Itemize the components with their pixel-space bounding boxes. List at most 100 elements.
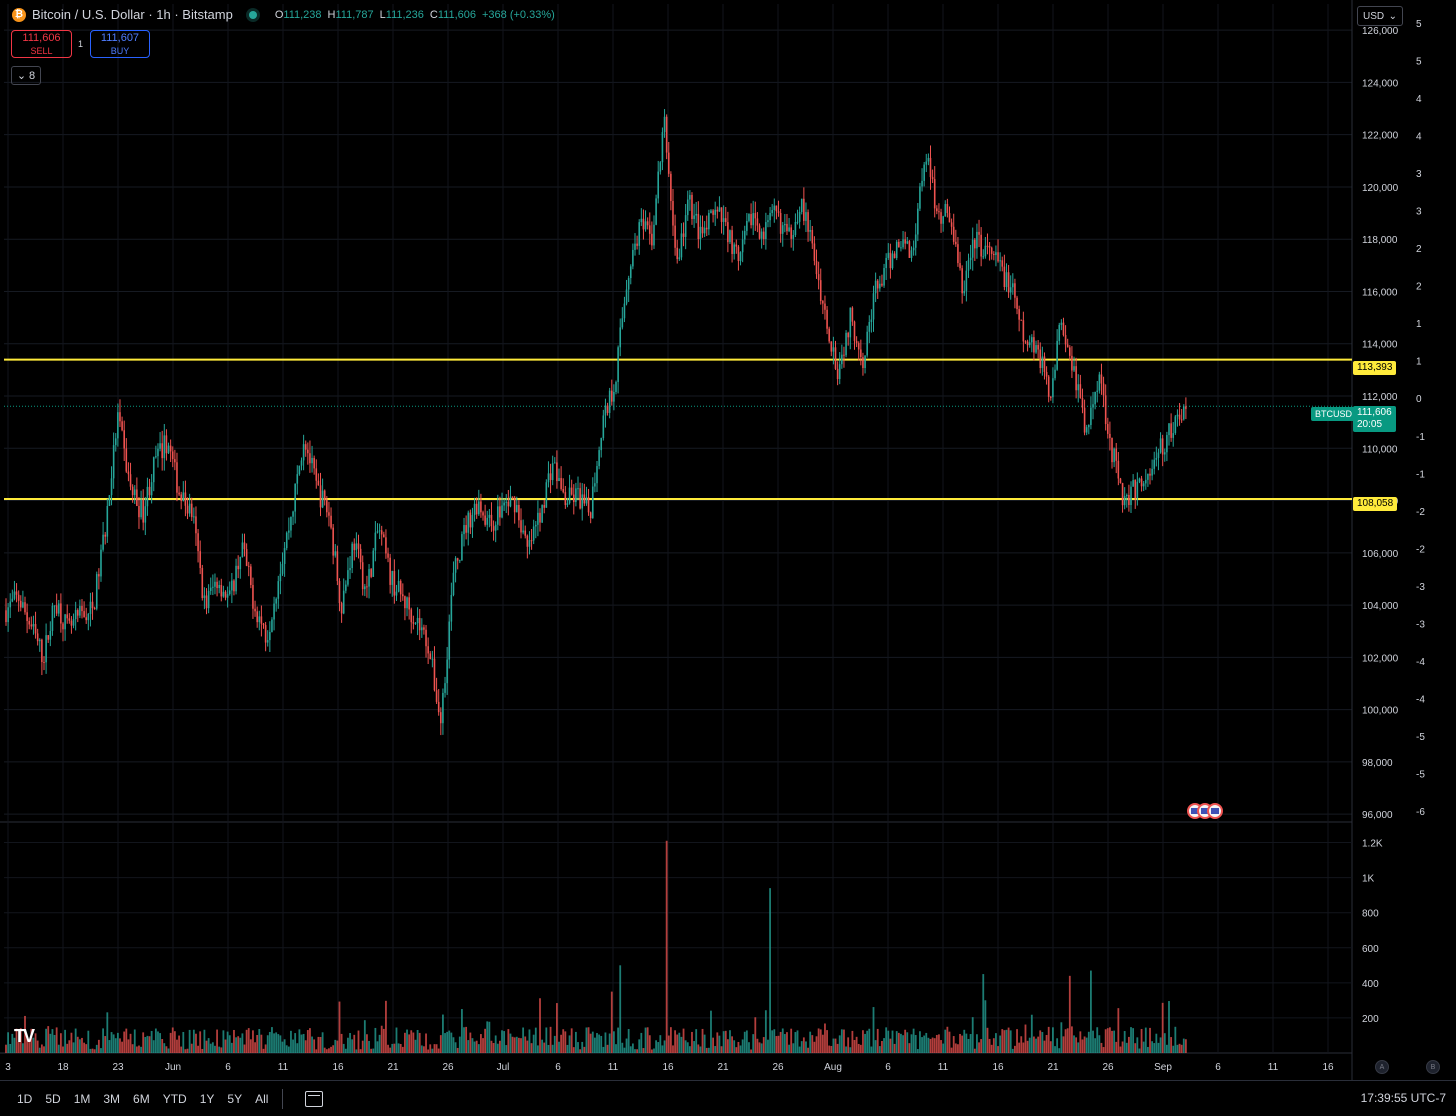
- volume-bar: [931, 1037, 934, 1053]
- volume-bar: [589, 1033, 592, 1053]
- candle-body: [13, 591, 16, 599]
- range-button-1y[interactable]: 1Y: [199, 1091, 215, 1106]
- candle-body: [323, 490, 326, 501]
- volume-bar: [1041, 1032, 1044, 1053]
- volume-bar: [1136, 1037, 1139, 1053]
- volume-bar: [640, 1032, 643, 1053]
- candle-body: [602, 415, 605, 439]
- volume-bar: [505, 1045, 508, 1053]
- volume-bar: [171, 1027, 174, 1053]
- log-scale-button[interactable]: B: [1426, 1060, 1440, 1074]
- currency-select[interactable]: USD ⌄: [1357, 6, 1403, 26]
- candle-body: [1077, 384, 1080, 391]
- volume-bar: [752, 1034, 755, 1053]
- volume-bar: [921, 1037, 923, 1053]
- candle-body: [475, 503, 478, 515]
- candle-body: [572, 494, 575, 503]
- volume-bar: [1035, 1038, 1037, 1053]
- volume-bar: [1030, 1014, 1033, 1053]
- market-status-icon[interactable]: [248, 10, 257, 19]
- candle-body: [195, 516, 197, 534]
- candle-body: [598, 450, 600, 467]
- clock[interactable]: 17:39:55 UTC-7: [1360, 1091, 1446, 1105]
- volume-bar: [144, 1037, 147, 1053]
- candle-body: [1083, 407, 1086, 433]
- candle-body: [781, 225, 784, 234]
- range-button-5y[interactable]: 5Y: [227, 1091, 243, 1106]
- range-button-1m[interactable]: 1M: [73, 1091, 91, 1106]
- candle-body: [258, 616, 261, 623]
- range-button-6m[interactable]: 6M: [133, 1091, 150, 1106]
- range-button-1d[interactable]: 1D: [17, 1091, 33, 1106]
- buy-button[interactable]: 111,607 BUY: [90, 30, 150, 58]
- range-button-3m[interactable]: 3M: [103, 1091, 121, 1106]
- candle-body: [988, 246, 991, 248]
- chevron-down-icon: ⌄: [1388, 10, 1397, 22]
- volume-bar: [629, 1046, 632, 1053]
- economic-events[interactable]: [1187, 803, 1223, 819]
- candle-body: [541, 505, 543, 523]
- volume-bar: [509, 1033, 512, 1053]
- volume-bar: [952, 1036, 955, 1053]
- change-value: +368 (+0.33%): [482, 8, 555, 21]
- candle-body: [425, 629, 427, 647]
- candle-body: [1142, 483, 1145, 487]
- candle-body: [216, 581, 218, 589]
- candle-body: [370, 569, 372, 577]
- volume-bar: [275, 1032, 278, 1053]
- range-button-5d[interactable]: 5D: [45, 1091, 61, 1106]
- candle-body: [1170, 423, 1172, 438]
- volume-bar: [342, 1043, 345, 1053]
- indicators-toggle-button[interactable]: ⌄ 8: [11, 66, 41, 85]
- candle-body: [891, 253, 894, 269]
- volume-bar: [1016, 1029, 1018, 1053]
- volume-bar: [414, 1039, 417, 1053]
- candle-body: [1172, 433, 1175, 438]
- candle-body: [803, 198, 805, 221]
- volume-bar: [114, 1038, 117, 1053]
- candle-body: [315, 468, 318, 481]
- candle-body: [378, 530, 381, 532]
- tradingview-logo[interactable]: TV: [14, 1026, 35, 1046]
- candle-body: [929, 157, 932, 178]
- candle-body: [275, 598, 277, 604]
- range-button-all[interactable]: All: [255, 1091, 269, 1106]
- secondary-tick-label: -1: [1416, 469, 1425, 480]
- candle-body: [437, 701, 440, 713]
- auto-scale-button[interactable]: A: [1375, 1060, 1389, 1074]
- candle-body: [1071, 355, 1073, 371]
- level-low-tag[interactable]: 108,058: [1353, 497, 1398, 511]
- volume-bar: [463, 1027, 465, 1053]
- volume-bar: [676, 1034, 679, 1053]
- secondary-tick-label: -4: [1416, 657, 1425, 668]
- candle-body: [383, 534, 385, 538]
- candle-body: [689, 194, 691, 200]
- volume-bar: [129, 1033, 132, 1053]
- volume-bar: [1071, 1026, 1073, 1053]
- volume-bar: [756, 1038, 759, 1053]
- candle-body: [469, 512, 472, 528]
- volume-bar: [940, 1040, 942, 1053]
- volume-bar: [123, 1031, 126, 1053]
- calendar-icon[interactable]: [305, 1090, 324, 1107]
- symbol-title[interactable]: Bitcoin / U.S. Dollar · 1h · Bitstamp: [32, 7, 233, 22]
- level-high-tag[interactable]: 113,393: [1353, 361, 1397, 375]
- sell-button[interactable]: 111,606 SELL: [11, 30, 72, 58]
- candle-body: [393, 571, 396, 596]
- horizontal-levels[interactable]: [4, 358, 1352, 501]
- candle-body: [887, 252, 890, 258]
- range-button-ytd[interactable]: YTD: [162, 1091, 187, 1106]
- candle-body: [900, 247, 902, 249]
- candle-body: [296, 474, 299, 484]
- high-value: 111,787: [335, 8, 374, 21]
- time-tick-label: 3: [5, 1062, 11, 1073]
- candle-body: [131, 486, 134, 496]
- volume-bar: [95, 1044, 98, 1053]
- volume-bar: [845, 1046, 847, 1053]
- candle-body: [260, 616, 263, 624]
- volume-bar: [513, 1037, 516, 1053]
- candle-body: [965, 270, 968, 291]
- candle-body: [117, 412, 119, 439]
- candle-body: [921, 180, 923, 187]
